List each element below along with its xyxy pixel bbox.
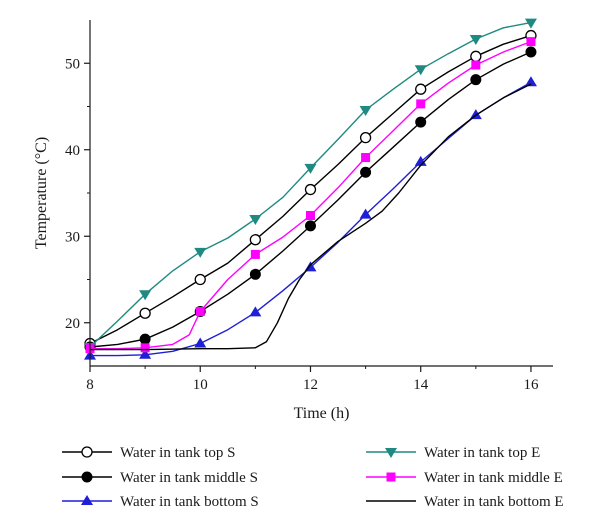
data-point — [359, 131, 372, 144]
series-2 — [84, 46, 537, 353]
y-tick-label: 50 — [65, 56, 80, 72]
legend-marker — [385, 448, 397, 458]
data-point — [471, 60, 481, 70]
data-point — [416, 99, 426, 109]
y-axis-title: Temperature (°C) — [33, 137, 50, 249]
data-point — [194, 273, 206, 286]
data-point — [250, 249, 260, 259]
data-point — [139, 307, 151, 319]
data-point — [524, 18, 537, 29]
series-6 — [90, 83, 532, 351]
data-point — [139, 290, 152, 301]
series-line — [89, 51, 532, 348]
series-line — [90, 83, 532, 351]
series-5 — [85, 37, 536, 354]
data-point — [526, 37, 536, 47]
legend-label: Water in tank middle E — [424, 470, 563, 486]
data-point — [249, 306, 262, 317]
legend-item: Water in tank top S — [62, 445, 235, 461]
data-point — [304, 220, 316, 232]
legend-marker — [386, 472, 396, 482]
data-point — [415, 83, 427, 95]
data-point — [359, 208, 372, 219]
legend-label: Water in tank top S — [120, 445, 235, 461]
series-line — [90, 40, 532, 350]
legend-marker — [81, 495, 93, 505]
data-point — [359, 105, 372, 116]
legend-item: Water in tank middle S — [62, 470, 258, 486]
legend-item: Water in tank top E — [366, 445, 540, 461]
data-point — [470, 74, 482, 86]
legend-marker — [81, 471, 93, 483]
series-3 — [84, 76, 537, 360]
x-tick-label: 14 — [413, 377, 429, 393]
x-axis-title: Time (h) — [294, 405, 350, 422]
data-point — [304, 163, 317, 174]
data-point — [524, 76, 537, 87]
data-point — [195, 307, 205, 317]
data-point — [249, 214, 262, 225]
legend-label: Water in tank bottom E — [424, 494, 564, 510]
x-tick-label: 8 — [86, 377, 94, 393]
legend-item: Water in tank bottom E — [366, 494, 564, 510]
data-point — [415, 116, 427, 128]
legend-item: Water in tank bottom S — [62, 494, 259, 510]
y-axis: 20 30 40 50 — [65, 20, 91, 366]
x-tick-label: 10 — [193, 377, 208, 393]
series-1 — [84, 29, 537, 350]
y-tick-label: 40 — [65, 143, 80, 159]
y-tick-label: 20 — [65, 316, 80, 332]
data-point — [525, 46, 537, 58]
legend-item: Water in tank middle E — [366, 470, 563, 486]
legend-label: Water in tank top E — [424, 445, 540, 461]
data-point — [361, 153, 371, 163]
data-point — [305, 210, 315, 220]
data-point — [140, 343, 150, 353]
data-point — [414, 155, 427, 166]
data-point — [414, 65, 427, 76]
legend-marker — [81, 446, 93, 458]
legend-label: Water in tank bottom S — [120, 494, 259, 510]
data-point — [249, 268, 261, 280]
data-point — [194, 247, 207, 258]
plot-area — [84, 18, 537, 360]
data-point — [249, 234, 262, 246]
x-axis: 8 10 12 14 16 — [86, 365, 553, 393]
y-tick-label: 30 — [65, 229, 80, 245]
data-point — [194, 337, 207, 348]
data-point — [360, 166, 372, 178]
data-point — [469, 35, 482, 46]
data-point — [139, 333, 151, 345]
data-point — [470, 50, 482, 62]
legend-label: Water in tank middle S — [120, 470, 258, 486]
data-point — [304, 183, 317, 196]
data-point — [139, 348, 152, 359]
x-tick-label: 12 — [303, 377, 318, 393]
x-tick-label: 16 — [523, 377, 539, 393]
legend: Water in tank top S Water in tank middle … — [62, 445, 564, 510]
